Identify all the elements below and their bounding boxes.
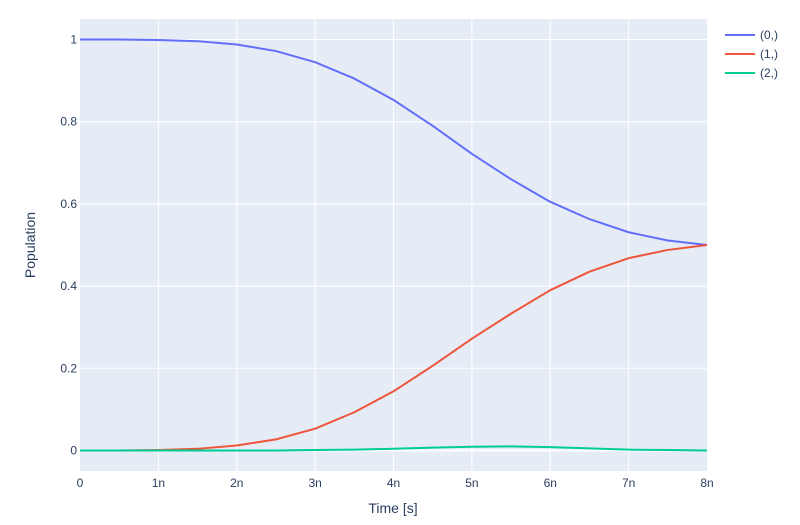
x-gridlines [157,19,630,471]
y-tick-label: 0 [70,443,77,457]
series-line-2 [80,445,708,452]
y-tick-label: 0.2 [60,361,77,375]
legend[interactable]: (0,) (1,) (2,) [725,28,778,80]
y-tick-label: 0.6 [60,197,77,211]
x-tick-label: 7n [622,476,635,490]
y-tick-label: 1 [70,33,77,47]
legend-item-2[interactable]: (2,) [725,66,778,80]
y-tick-label: 0.8 [60,115,77,129]
x-tick-label: 1n [152,476,165,490]
x-tick-label: 4n [387,476,400,490]
legend-item-0[interactable]: (0,) [725,28,778,42]
series-line-1 [80,244,708,452]
series-lines [80,38,708,452]
y-gridlines [80,39,707,369]
x-tick-label: 0 [77,476,84,490]
x-tick-labels: 0 1n 2n 3n 4n 5n 6n 7n 8n [77,476,714,490]
y-tick-labels: 0 0.2 0.4 0.6 0.8 1 [60,33,77,458]
legend-item-1[interactable]: (1,) [725,47,778,61]
legend-label: (2,) [760,66,778,80]
legend-label: (1,) [760,47,778,61]
x-axis-title: Time [s] [368,500,417,516]
x-tick-label: 6n [544,476,557,490]
x-tick-label: 8n [700,476,713,490]
y-axis-title: Population [22,212,38,278]
x-tick-label: 3n [308,476,321,490]
series-line-0 [80,38,708,246]
x-tick-label: 5n [465,476,478,490]
x-tick-label: 2n [230,476,243,490]
legend-label: (0,) [760,28,778,42]
y-tick-label: 0.4 [60,279,77,293]
